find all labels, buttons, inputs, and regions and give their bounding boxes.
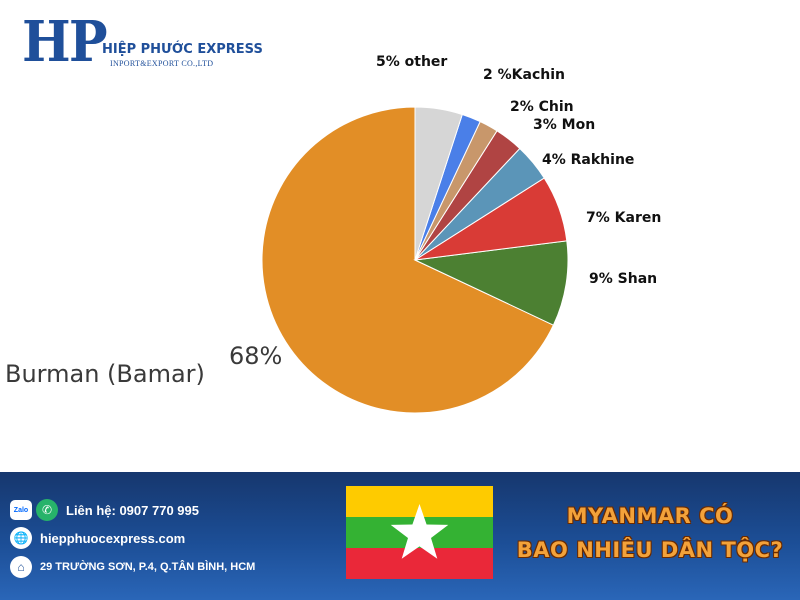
contact-address: 29 TRƯỜNG SƠN, P.4, Q.TÂN BÌNH, HCM	[40, 561, 256, 573]
label-shan: 9% Shan	[589, 271, 657, 287]
contact-phone[interactable]: Liên hệ: 0907 770 995	[66, 502, 199, 518]
zalo-icon[interactable]: Zalo	[10, 500, 32, 520]
label-burman-value: 68%	[229, 342, 282, 370]
phone-icon[interactable]: ✆	[36, 499, 58, 521]
label-chin: 2% Chin	[510, 99, 574, 115]
brand-mark: HP	[22, 9, 108, 75]
label-mon: 3% Mon	[533, 117, 595, 133]
pie-slices	[261, 106, 569, 414]
label-karen: 7% Karen	[586, 210, 661, 226]
globe-icon: 🌐	[10, 527, 32, 549]
pie-slice-other	[414, 106, 463, 261]
home-icon: ⌂	[10, 556, 32, 578]
contact-website-row[interactable]: 🌐 hiepphuocexpress.com	[10, 526, 185, 550]
pie-chart: Burman (Bamar) 68% 9% Shan 7% Karen 4% R…	[5, 54, 661, 414]
contact-website[interactable]: hiepphuocexpress.com	[40, 530, 186, 546]
contact-phone-row[interactable]: Zalo ✆ Liên hệ: 0907 770 995	[10, 498, 199, 522]
label-burman-name: Burman (Bamar)	[5, 360, 205, 388]
myanmar-flag	[346, 486, 493, 579]
pie-slice-shan	[413, 240, 569, 326]
label-rakhine: 4% Rakhine	[542, 152, 634, 168]
label-kachin: 2 %Kachin	[483, 67, 565, 83]
label-other: 5% other	[376, 54, 447, 70]
pie-slice-burman-bamar	[261, 106, 555, 414]
flag-star-icon	[390, 504, 449, 559]
headline-line2: BAO NHIÊU DÂN TỘC?	[516, 538, 784, 562]
flag-band-red	[346, 548, 493, 579]
brand-logo: HP HIỆP PHƯỚC EXPRESS INPORT&EXPORT CO.,…	[22, 9, 263, 75]
pie-labels: Burman (Bamar) 68% 9% Shan 7% Karen 4% R…	[5, 54, 661, 388]
contact-address-row: ⌂ 29 TRƯỜNG SƠN, P.4, Q.TÂN BÌNH, HCM	[10, 555, 255, 579]
brand-subtitle: INPORT&EXPORT CO.,LTD	[110, 59, 214, 68]
headline-line1: MYANMAR CÓ	[566, 504, 734, 528]
brand-name: HIỆP PHƯỚC EXPRESS	[102, 42, 263, 57]
